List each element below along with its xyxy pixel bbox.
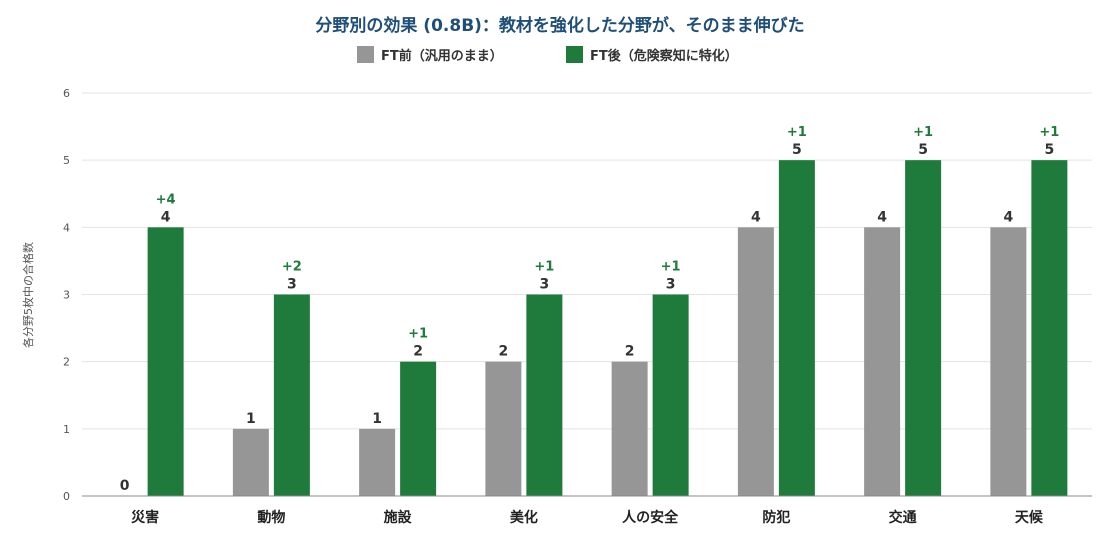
x-category-label: 人の安全 [622,509,679,526]
y-axis-ticks: 0 1 2 3 4 5 6 [63,87,70,503]
legend-swatch-after [566,46,583,63]
legend-swatch-before [357,46,374,63]
x-category-label: 防犯 [762,509,790,526]
bar-before [232,428,269,496]
delta-label: +1 [534,260,554,275]
delta-label: +1 [1039,125,1059,140]
bar-before [990,227,1027,497]
legend-label-after: FT後（危険察知に特化） [590,48,738,64]
x-category-label: 交通 [889,509,917,526]
value-label-before: 2 [499,344,509,360]
value-label-before: 4 [877,209,887,225]
x-category-label: 美化 [510,509,538,526]
value-label-before: 1 [372,411,382,427]
bar-after [905,160,942,496]
delta-label: +2 [282,260,302,275]
value-label-after: 4 [161,209,171,225]
bar-before [611,361,648,496]
y-tick-label: 2 [63,356,70,369]
y-axis-label: 各分野5枚中の合格数 [21,242,35,348]
bar-after [652,294,689,496]
delta-label: +1 [661,260,681,275]
bar-after [1031,160,1068,496]
value-label-after: 3 [666,277,676,293]
delta-label: +1 [408,327,428,342]
bar-before [864,227,901,497]
legend-label-before: FT前（汎用のまま） [381,48,503,64]
value-label-after: 5 [792,142,802,158]
data-labels: 0 4 +4 1 3 +2 1 2 +1 2 3 +1 2 3 +1 4 5 +1 4 5 +1 4 5 +1 [120,125,1060,494]
value-label-after: 5 [918,142,928,158]
legend: FT前（汎用のまま） FT後（危険察知に特化） [357,46,738,64]
bar-after [526,294,563,496]
delta-label: +1 [913,125,933,140]
value-label-before: 1 [246,411,256,427]
y-tick-label: 4 [63,221,70,234]
y-tick-label: 5 [63,154,70,167]
value-label-before: 2 [625,344,635,360]
bar-after [778,160,815,496]
x-category-label: 災害 [131,509,159,526]
bar-before [359,428,396,496]
value-label-after: 3 [287,277,297,293]
y-tick-label: 6 [63,87,70,100]
delta-label: +1 [787,125,807,140]
value-label-after: 3 [540,277,550,293]
y-tick-label: 0 [63,490,70,503]
x-category-label: 天候 [1015,509,1044,526]
value-label-after: 5 [1045,142,1055,158]
value-label-before: 4 [751,209,761,225]
x-axis-categories: 災害 動物 施設 美化 人の安全 防犯 交通 天候 [131,509,1044,526]
value-label-before: 0 [120,478,130,494]
value-label-after: 2 [413,344,423,360]
x-category-label: 動物 [257,509,285,526]
y-tick-label: 3 [63,289,70,302]
y-tick-label: 1 [63,423,70,436]
bar-before [737,227,774,497]
bar-after [400,361,437,496]
bars [147,160,1068,497]
delta-label: +4 [156,192,176,207]
bar-after [147,227,184,497]
chart-title: 分野別の効果 (0.8B)：教材を強化した分野が、そのまま伸びた [315,15,804,36]
bar-before [485,361,522,496]
value-label-before: 4 [1004,209,1014,225]
bar-after [273,294,310,496]
x-category-label: 施設 [384,509,413,526]
